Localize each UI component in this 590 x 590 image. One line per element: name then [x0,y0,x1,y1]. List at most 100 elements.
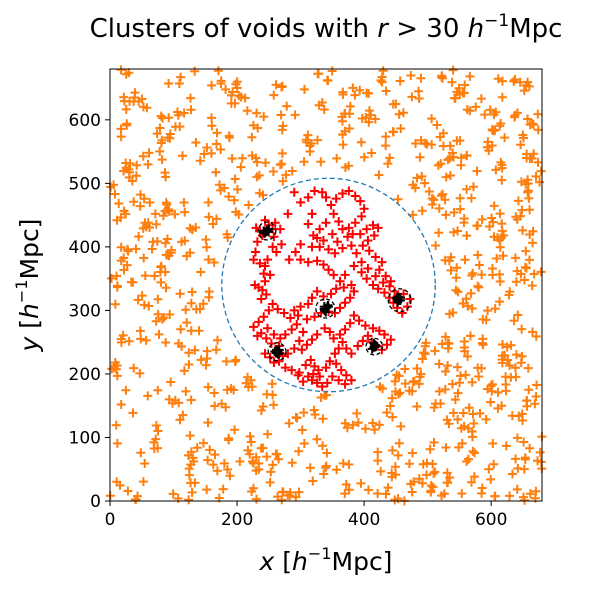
sphere-void-point [275,333,285,343]
background-void-point [157,314,167,324]
background-void-point [222,229,232,239]
sphere-void-point [334,344,344,354]
background-void-point [131,171,141,181]
background-void-point [361,424,371,434]
background-void-point [519,464,529,474]
background-void-point [487,213,497,223]
background-void-point [123,486,133,496]
background-void-point [119,166,129,176]
background-void-point [285,491,295,501]
background-void-point [463,454,473,464]
background-void-point [361,113,371,123]
sphere-void-point [303,257,313,267]
sphere-void-point [280,330,290,340]
sphere-void-point [297,345,307,355]
background-void-point [203,197,213,207]
sphere-void-point [330,349,340,359]
background-void-point [138,151,148,161]
background-void-point [531,331,541,341]
background-void-point [338,140,348,150]
background-void-point [226,98,236,108]
background-void-point [196,355,206,365]
plot-frame [109,68,543,502]
background-void-point [396,123,406,133]
background-void-point [427,114,437,124]
background-void-point [448,65,458,75]
background-void-point [383,159,393,169]
background-void-point [209,258,219,268]
sphere-void-point [346,280,356,290]
background-void-point [467,304,477,314]
background-void-point [443,155,453,165]
background-void-point [416,135,426,145]
background-void-point [430,467,440,477]
sphere-void-point [349,286,359,296]
background-void-point [500,350,510,360]
background-void-point [224,435,234,445]
background-void-point [352,408,362,418]
background-void-point [476,94,486,104]
sphere-void-point [325,356,335,366]
background-void-point [160,267,170,277]
background-void-point [434,386,444,396]
background-void-point [429,469,439,479]
sphere-void-point [346,375,356,385]
background-void-point [496,157,506,167]
background-void-point [388,127,398,137]
background-void-point [510,253,520,263]
background-void-point [218,484,228,494]
background-void-point [512,484,522,494]
background-void-point [277,159,287,169]
background-void-point [294,487,304,497]
background-void-point [468,446,478,456]
sphere-void-point [312,330,322,340]
background-void-point [168,489,178,499]
sphere-void-point [249,322,259,332]
background-void-point [262,389,272,399]
background-void-point [376,466,386,476]
background-void-point [165,133,175,143]
background-void-point [419,348,429,358]
background-void-point [520,275,529,285]
background-void-point [495,269,505,279]
background-void-point [121,104,131,114]
background-void-point [255,188,265,198]
background-void-point [116,399,126,409]
background-void-point [427,193,437,203]
background-void-point [520,262,530,272]
background-void-point [271,80,281,90]
background-void-point [138,477,148,487]
background-void-point [525,489,535,499]
background-void-point [156,111,166,121]
sphere-void-point [359,204,369,214]
background-void-point [216,145,226,155]
sphere-void-point [335,303,345,313]
background-void-point [428,482,438,492]
background-void-point [150,271,160,281]
background-void-point [441,442,451,452]
background-void-point [417,206,427,216]
background-void-point [434,359,444,369]
background-void-point [477,214,487,224]
void-cluster-rings [257,221,412,362]
background-void-point [496,119,506,129]
background-void-point [370,425,380,435]
background-void-point [417,171,427,181]
background-void-point [448,148,458,158]
background-void-point [187,287,197,297]
background-void-point [228,87,238,97]
background-void-point [387,472,397,482]
sphere-void-point [256,294,266,304]
background-void-point [529,269,539,279]
background-void-point [110,189,120,199]
background-void-point [116,132,126,142]
sphere-void-point [379,288,389,298]
background-void-point [278,176,288,186]
background-void-point [469,418,479,428]
background-void-point [158,113,168,123]
sphere-void-point [285,313,295,323]
sphere-void-point [307,242,317,252]
sphere-void-point [327,371,337,381]
background-void-point [355,85,365,95]
background-void-point [416,369,426,379]
